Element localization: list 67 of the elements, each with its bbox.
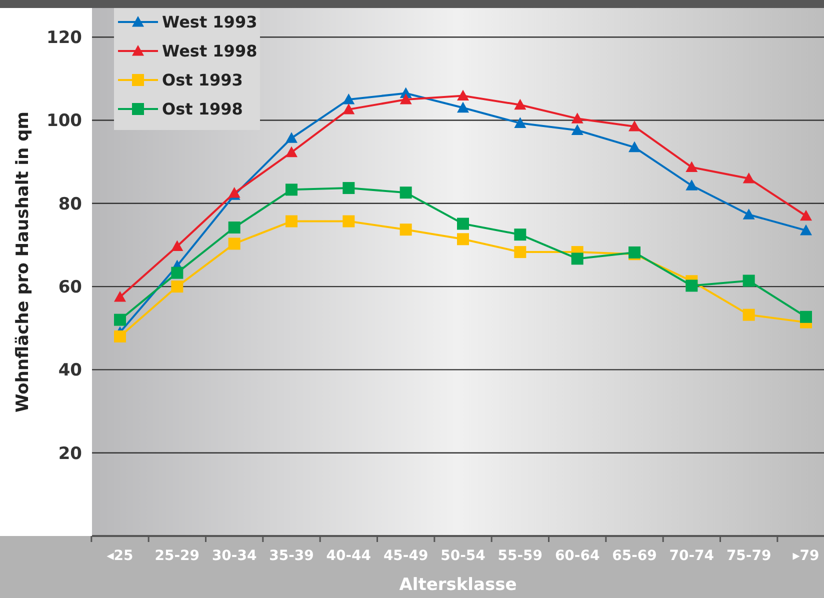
point <box>286 215 298 228</box>
point <box>114 330 126 342</box>
y-tick-label: 100 <box>46 111 82 132</box>
point <box>571 252 584 265</box>
y-tick-label: 20 <box>58 444 82 464</box>
point <box>286 132 298 143</box>
legend-label: Ost 1993 <box>162 70 243 90</box>
x-tick-label: 65-69 <box>612 548 657 564</box>
point <box>742 172 755 184</box>
legend-label: Ost 1998 <box>162 100 243 119</box>
point <box>457 233 469 246</box>
point <box>228 222 240 234</box>
point <box>342 215 355 228</box>
point <box>742 274 755 287</box>
point <box>800 310 812 323</box>
x-tick-label: ◂25 <box>106 548 134 564</box>
point <box>457 218 469 230</box>
point <box>514 246 526 258</box>
point <box>742 308 755 321</box>
point <box>686 180 698 190</box>
x-tick-label: 50-54 <box>440 548 486 564</box>
point <box>171 266 184 279</box>
point <box>742 208 755 220</box>
point <box>114 314 126 326</box>
point <box>514 117 526 128</box>
x-tick-label: ▸79 <box>792 548 820 564</box>
y-tick-label: 80 <box>58 194 82 214</box>
point <box>628 141 640 152</box>
point <box>457 102 469 113</box>
x-tick-label: 35-39 <box>269 548 314 564</box>
point <box>171 240 184 252</box>
point <box>342 182 355 194</box>
point <box>286 184 298 196</box>
point <box>686 161 698 172</box>
point <box>800 210 812 221</box>
point <box>571 124 584 136</box>
point <box>171 280 184 293</box>
x-axis-title: Altersklasse <box>399 575 517 595</box>
x-tick-label: 55-59 <box>498 548 543 564</box>
point <box>800 224 812 236</box>
point <box>571 112 584 124</box>
point <box>400 186 412 199</box>
legend-label: West 1998 <box>162 42 258 61</box>
point <box>514 98 526 110</box>
x-tick-label: 25-29 <box>154 548 200 564</box>
point <box>342 93 355 104</box>
point <box>400 93 412 104</box>
y-tick-label: 120 <box>46 28 82 48</box>
point <box>114 290 126 302</box>
x-tick-label: 30-34 <box>212 548 257 564</box>
point <box>628 120 640 132</box>
point <box>400 224 412 236</box>
point <box>286 146 298 158</box>
x-tick-label: 60-64 <box>554 548 600 564</box>
y-tick-label: 40 <box>58 360 82 381</box>
y-tick-label: 60 <box>58 278 82 298</box>
legend-label: West 1993 <box>162 12 258 32</box>
point <box>457 90 469 101</box>
point <box>686 280 698 292</box>
point <box>342 103 355 114</box>
x-tick-label: 45-49 <box>383 548 428 564</box>
point <box>228 238 240 250</box>
x-tick-label: 70-74 <box>669 548 714 564</box>
y-axis-title: Wohnfläche pro Haushalt in qm <box>13 112 33 412</box>
point <box>514 228 526 241</box>
x-tick-label: 40-44 <box>326 548 372 564</box>
x-tick-label: 75-79 <box>726 548 772 564</box>
